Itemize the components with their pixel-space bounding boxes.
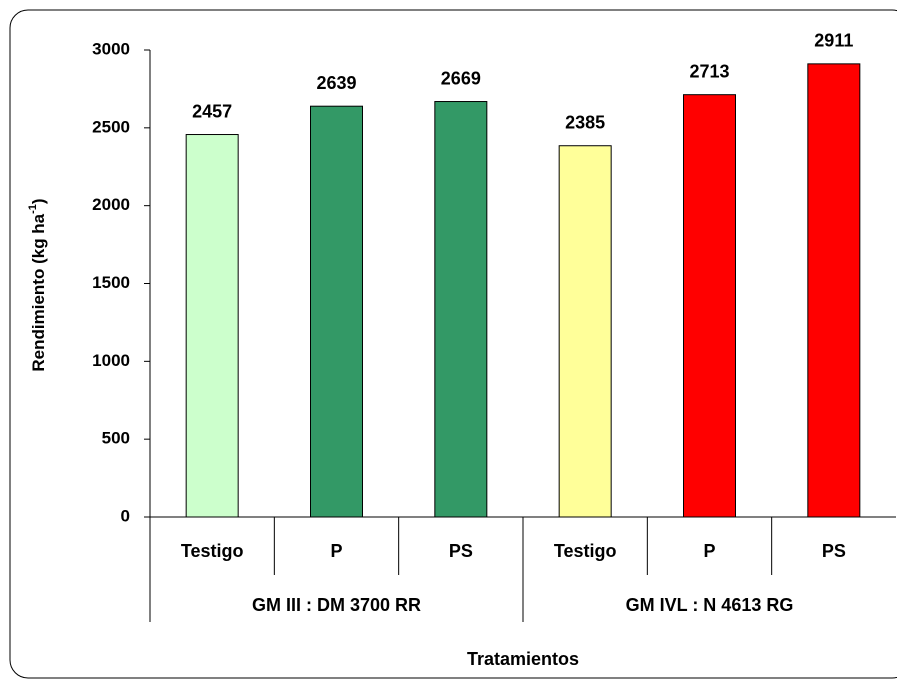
group-label: GM IVL : N 4613 RG — [626, 595, 794, 615]
x-tick-label: Testigo — [554, 541, 617, 561]
x-tick-label: PS — [449, 541, 473, 561]
y-tick-label: 3000 — [92, 39, 130, 58]
y-tick-label: 500 — [102, 429, 130, 448]
bar — [434, 101, 488, 518]
chart-frame — [9, 9, 897, 679]
x-tick-label: P — [330, 541, 342, 561]
y-tick-label: 1500 — [92, 273, 130, 292]
value-label: 2457 — [192, 101, 232, 121]
bar — [185, 134, 239, 518]
y-axis-title-end: ) — [29, 198, 48, 204]
y-tick-label: 2000 — [92, 195, 130, 214]
x-tick-label: P — [703, 541, 715, 561]
y-axis-title: Rendimiento (kg ha-1) — [27, 198, 49, 371]
bar — [683, 94, 736, 518]
y-tick-label: 0 — [121, 506, 130, 525]
value-label: 2385 — [565, 112, 605, 132]
value-label: 2911 — [814, 31, 853, 51]
y-tick-label: 2500 — [92, 117, 130, 136]
group-label: GM III : DM 3700 RR — [252, 595, 421, 615]
value-label: 2713 — [689, 61, 729, 81]
value-label: 2639 — [316, 73, 356, 93]
bar — [310, 105, 363, 518]
x-axis-title: Tratamientos — [467, 649, 579, 669]
value-label: 2669 — [441, 68, 481, 88]
bar — [807, 63, 861, 518]
y-axis-title-text: Rendimiento (kg ha — [29, 213, 48, 371]
x-tick-label: Testigo — [181, 541, 244, 561]
y-tick-label: 1000 — [92, 351, 130, 370]
bar — [558, 145, 612, 518]
x-tick-label: PS — [822, 541, 846, 561]
y-axis-title-sup: -1 — [27, 204, 39, 214]
